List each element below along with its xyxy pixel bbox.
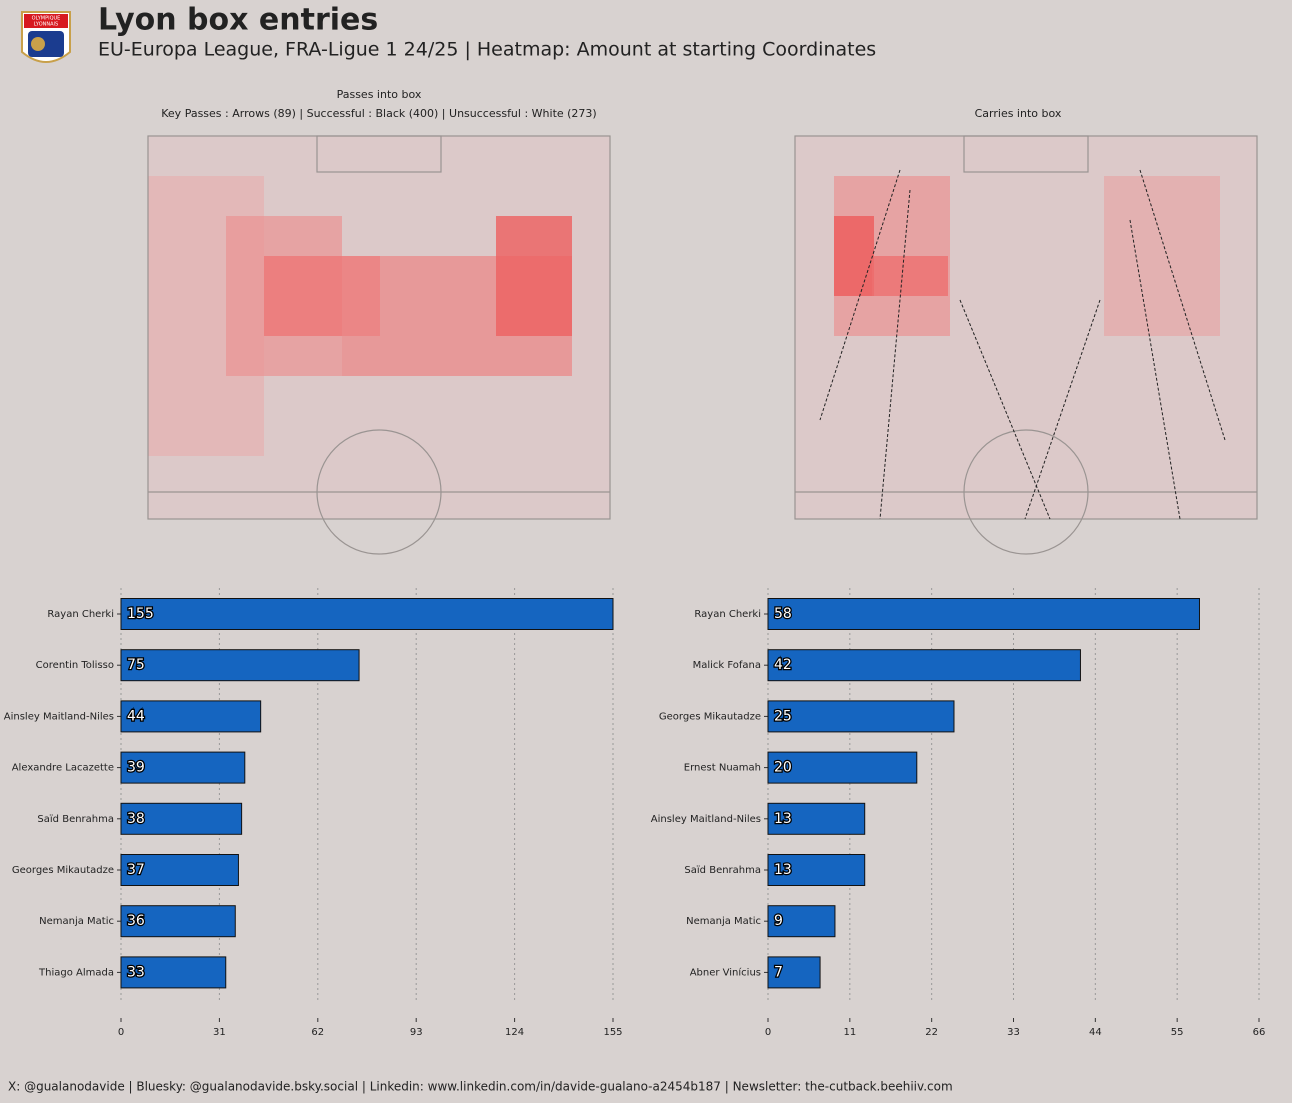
value-label: 9	[774, 913, 783, 929]
y-tick-label: Georges Mikautadze	[659, 711, 761, 722]
bar	[120, 649, 360, 682]
value-label: 13	[774, 862, 792, 878]
x-tick-label: 124	[505, 1027, 524, 1038]
bar	[767, 598, 1200, 630]
x-tick-label: 31	[213, 1027, 226, 1038]
bar	[767, 700, 955, 733]
y-tick-label: Rayan Cherki	[47, 609, 114, 620]
value-label: 36	[127, 913, 145, 929]
y-tick-label: Saïd Benrahma	[684, 865, 761, 876]
bar	[767, 854, 866, 886]
x-tick-label: 44	[1089, 1027, 1102, 1038]
bar	[767, 649, 1081, 682]
subtitle: EU-Europa League, FRA-Ligue 1 24/25 | He…	[98, 39, 876, 61]
bar	[120, 854, 239, 886]
pitch-left	[147, 135, 611, 555]
logo-text: LYONNAIS	[34, 22, 58, 28]
pitch-title: Carries into box	[975, 107, 1062, 120]
bar	[120, 700, 262, 733]
y-tick-label: Alexandre Lacazette	[12, 763, 114, 774]
y-tick-label: Nemanja Matic	[686, 916, 761, 927]
x-tick-label: 0	[118, 1027, 124, 1038]
bar	[120, 956, 227, 989]
value-label: 25	[774, 708, 792, 724]
bar	[767, 905, 836, 938]
value-label: 13	[774, 811, 792, 827]
value-label: 39	[127, 760, 145, 776]
x-tick-label: 93	[410, 1027, 423, 1038]
pitch-subtitle: Key Passes : Arrows (89) | Successful : …	[161, 107, 596, 120]
value-label: 37	[127, 862, 145, 878]
y-tick-label: Georges Mikautadze	[12, 865, 114, 876]
bar	[767, 956, 821, 989]
x-tick-label: 22	[925, 1027, 938, 1038]
value-label: 75	[127, 657, 145, 673]
y-tick-label: Ainsley Maitland-Niles	[651, 814, 761, 825]
x-tick-label: 0	[765, 1027, 771, 1038]
value-label: 33	[127, 964, 145, 980]
value-label: 44	[127, 708, 145, 724]
y-tick-label: Corentin Tolisso	[36, 660, 114, 671]
y-tick-label: Abner Vinícius	[690, 966, 761, 978]
y-tick-label: Thiago Almada	[38, 967, 114, 978]
x-tick-label: 55	[1171, 1027, 1184, 1038]
y-tick-label: Ainsley Maitland-Niles	[4, 711, 114, 722]
value-label: 58	[774, 606, 792, 622]
logo: OLYMPIQUE LYONNAIS	[21, 11, 71, 63]
bar	[120, 802, 243, 835]
footer: X: @gualanodavide | Bluesky: @gualanodav…	[8, 1080, 953, 1094]
y-tick-label: Saïd Benrahma	[37, 814, 114, 825]
x-tick-label: 66	[1253, 1027, 1266, 1038]
bar	[120, 598, 614, 630]
logo-text: OLYMPIQUE	[32, 16, 61, 22]
y-tick-label: Malick Fofana	[693, 660, 761, 671]
bar	[120, 905, 236, 938]
x-tick-label: 11	[843, 1027, 856, 1038]
y-tick-label: Nemanja Matic	[39, 916, 114, 927]
bar	[767, 751, 918, 784]
value-label: 42	[774, 657, 792, 673]
bar	[767, 802, 866, 835]
value-label: 155	[127, 606, 154, 622]
bar	[120, 751, 246, 784]
y-tick-label: Ernest Nuamah	[684, 763, 761, 774]
title: Lyon box entries	[98, 3, 378, 38]
y-tick-label: Rayan Cherki	[694, 609, 761, 620]
pitch-title: Passes into box	[337, 88, 422, 101]
x-tick-label: 62	[311, 1027, 324, 1038]
pitch-right	[794, 135, 1258, 555]
x-tick-label: 155	[603, 1027, 622, 1038]
value-label: 7	[774, 964, 783, 980]
value-label: 38	[127, 811, 145, 827]
x-tick-label: 33	[1007, 1027, 1020, 1038]
value-label: 20	[774, 760, 792, 776]
